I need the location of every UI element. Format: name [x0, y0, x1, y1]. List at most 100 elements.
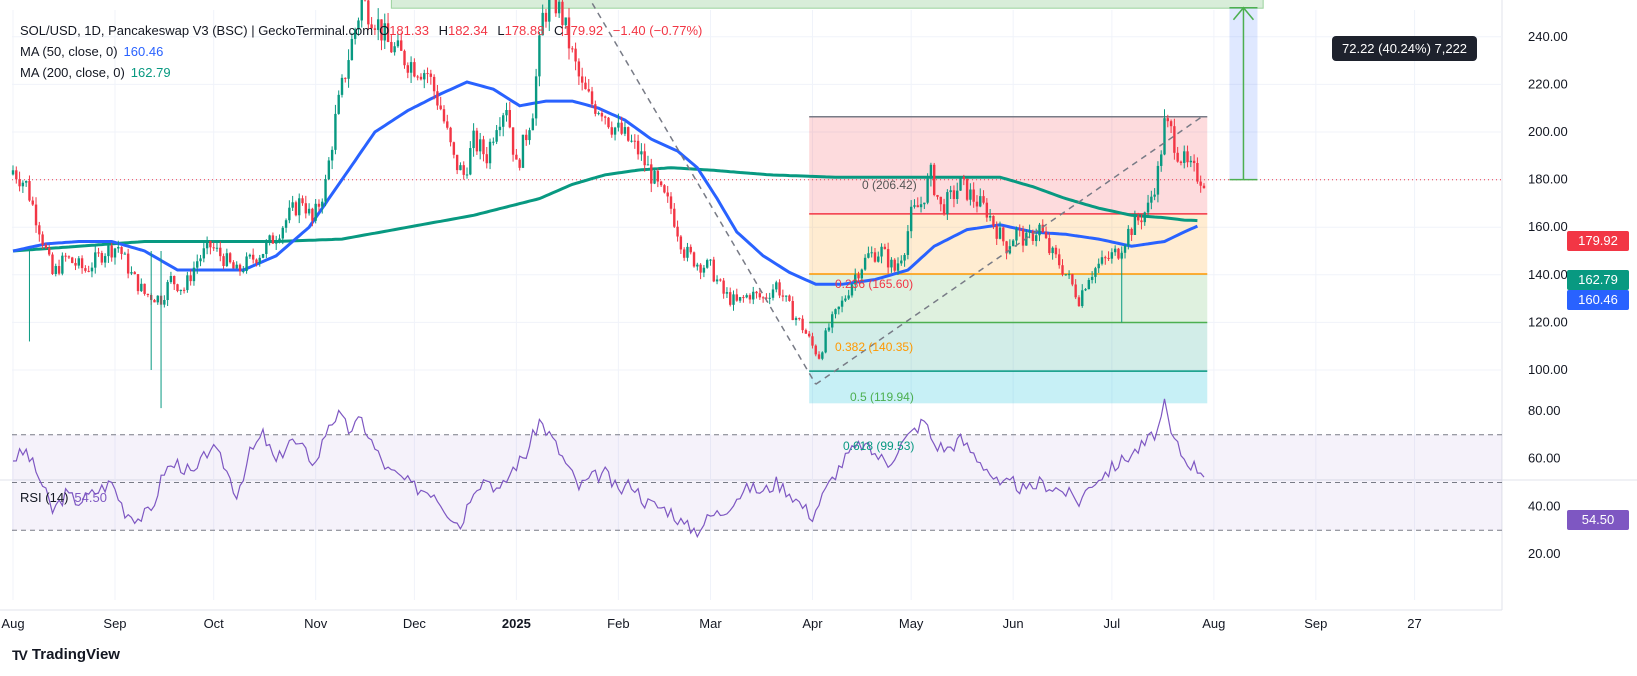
candle[interactable]	[936, 194, 939, 200]
candle[interactable]	[985, 198, 989, 222]
candle[interactable]	[735, 288, 738, 302]
candle[interactable]	[574, 42, 577, 71]
candle[interactable]	[163, 295, 166, 308]
candle[interactable]	[831, 311, 834, 334]
candle[interactable]	[571, 46, 574, 53]
candle[interactable]	[452, 141, 456, 159]
candle[interactable]	[860, 268, 864, 282]
candle[interactable]	[140, 278, 143, 293]
candle[interactable]	[298, 193, 301, 224]
candle[interactable]	[909, 200, 913, 239]
candle[interactable]	[1176, 146, 1179, 163]
candle[interactable]	[219, 241, 222, 262]
candle[interactable]	[1133, 210, 1137, 236]
candle[interactable]	[100, 250, 104, 266]
candle[interactable]	[449, 126, 452, 147]
candle[interactable]	[511, 127, 515, 162]
candle[interactable]	[133, 271, 136, 275]
candle[interactable]	[742, 294, 745, 303]
candle[interactable]	[192, 261, 196, 286]
candle[interactable]	[669, 192, 673, 215]
candle[interactable]	[396, 33, 400, 48]
candle[interactable]	[47, 244, 51, 257]
candle[interactable]	[1048, 232, 1051, 256]
candle[interactable]	[251, 248, 255, 264]
candle[interactable]	[304, 195, 308, 219]
candle[interactable]	[350, 32, 354, 61]
candle[interactable]	[1067, 270, 1071, 279]
candle[interactable]	[153, 298, 156, 303]
candle[interactable]	[248, 253, 252, 259]
candle[interactable]	[893, 258, 896, 273]
candle[interactable]	[390, 35, 393, 53]
candle[interactable]	[1011, 238, 1015, 247]
candle[interactable]	[607, 117, 610, 129]
candle[interactable]	[222, 253, 225, 270]
candle[interactable]	[784, 295, 788, 302]
candle[interactable]	[400, 32, 403, 51]
candle[interactable]	[1044, 226, 1048, 240]
candlesticks[interactable]	[11, 0, 1206, 409]
candle[interactable]	[949, 185, 952, 199]
candle[interactable]	[380, 19, 383, 51]
candle[interactable]	[761, 296, 765, 303]
candle[interactable]	[110, 242, 113, 262]
candle[interactable]	[215, 242, 219, 252]
candle[interactable]	[44, 242, 48, 250]
candle[interactable]	[337, 90, 340, 115]
candle[interactable]	[265, 239, 268, 259]
candle[interactable]	[561, 0, 564, 37]
candle[interactable]	[21, 180, 25, 193]
candle[interactable]	[64, 252, 67, 262]
candle[interactable]	[518, 157, 521, 171]
candle[interactable]	[370, 17, 373, 30]
candle[interactable]	[900, 255, 903, 266]
candle[interactable]	[1199, 175, 1202, 193]
candle[interactable]	[472, 123, 475, 157]
candle[interactable]	[258, 254, 261, 267]
candle[interactable]	[495, 125, 498, 145]
candle[interactable]	[998, 221, 1002, 240]
candle[interactable]	[630, 134, 633, 143]
candle[interactable]	[824, 328, 827, 354]
candle[interactable]	[482, 135, 485, 162]
candle[interactable]	[528, 127, 531, 145]
candle[interactable]	[995, 221, 998, 245]
candle[interactable]	[814, 344, 817, 357]
candle[interactable]	[485, 146, 488, 169]
candle[interactable]	[126, 248, 130, 279]
candle[interactable]	[1100, 250, 1104, 266]
candle[interactable]	[916, 197, 919, 208]
candle[interactable]	[534, 68, 538, 126]
candle[interactable]	[1189, 156, 1193, 168]
candle[interactable]	[376, 8, 380, 41]
candle[interactable]	[353, 27, 357, 45]
candle[interactable]	[1077, 295, 1081, 307]
candle[interactable]	[469, 141, 472, 176]
candle[interactable]	[419, 73, 423, 81]
candle[interactable]	[817, 351, 821, 360]
candle[interactable]	[1054, 244, 1058, 259]
candle[interactable]	[307, 203, 311, 216]
candle[interactable]	[357, 17, 360, 36]
candle[interactable]	[123, 251, 127, 255]
candle[interactable]	[890, 257, 893, 273]
candle[interactable]	[600, 110, 604, 122]
candle[interactable]	[334, 104, 337, 155]
candle[interactable]	[659, 180, 663, 187]
candle[interactable]	[617, 113, 620, 132]
candle[interactable]	[442, 105, 446, 124]
candle[interactable]	[1061, 259, 1064, 277]
candle[interactable]	[205, 236, 209, 255]
candle[interactable]	[1127, 225, 1130, 250]
candle[interactable]	[959, 176, 962, 191]
candle[interactable]	[933, 162, 936, 197]
candle[interactable]	[1150, 190, 1153, 210]
candle[interactable]	[821, 351, 824, 361]
candle[interactable]	[992, 215, 995, 230]
candle[interactable]	[1192, 154, 1196, 172]
candle[interactable]	[288, 200, 291, 224]
candle[interactable]	[232, 260, 235, 269]
candle[interactable]	[663, 184, 666, 194]
